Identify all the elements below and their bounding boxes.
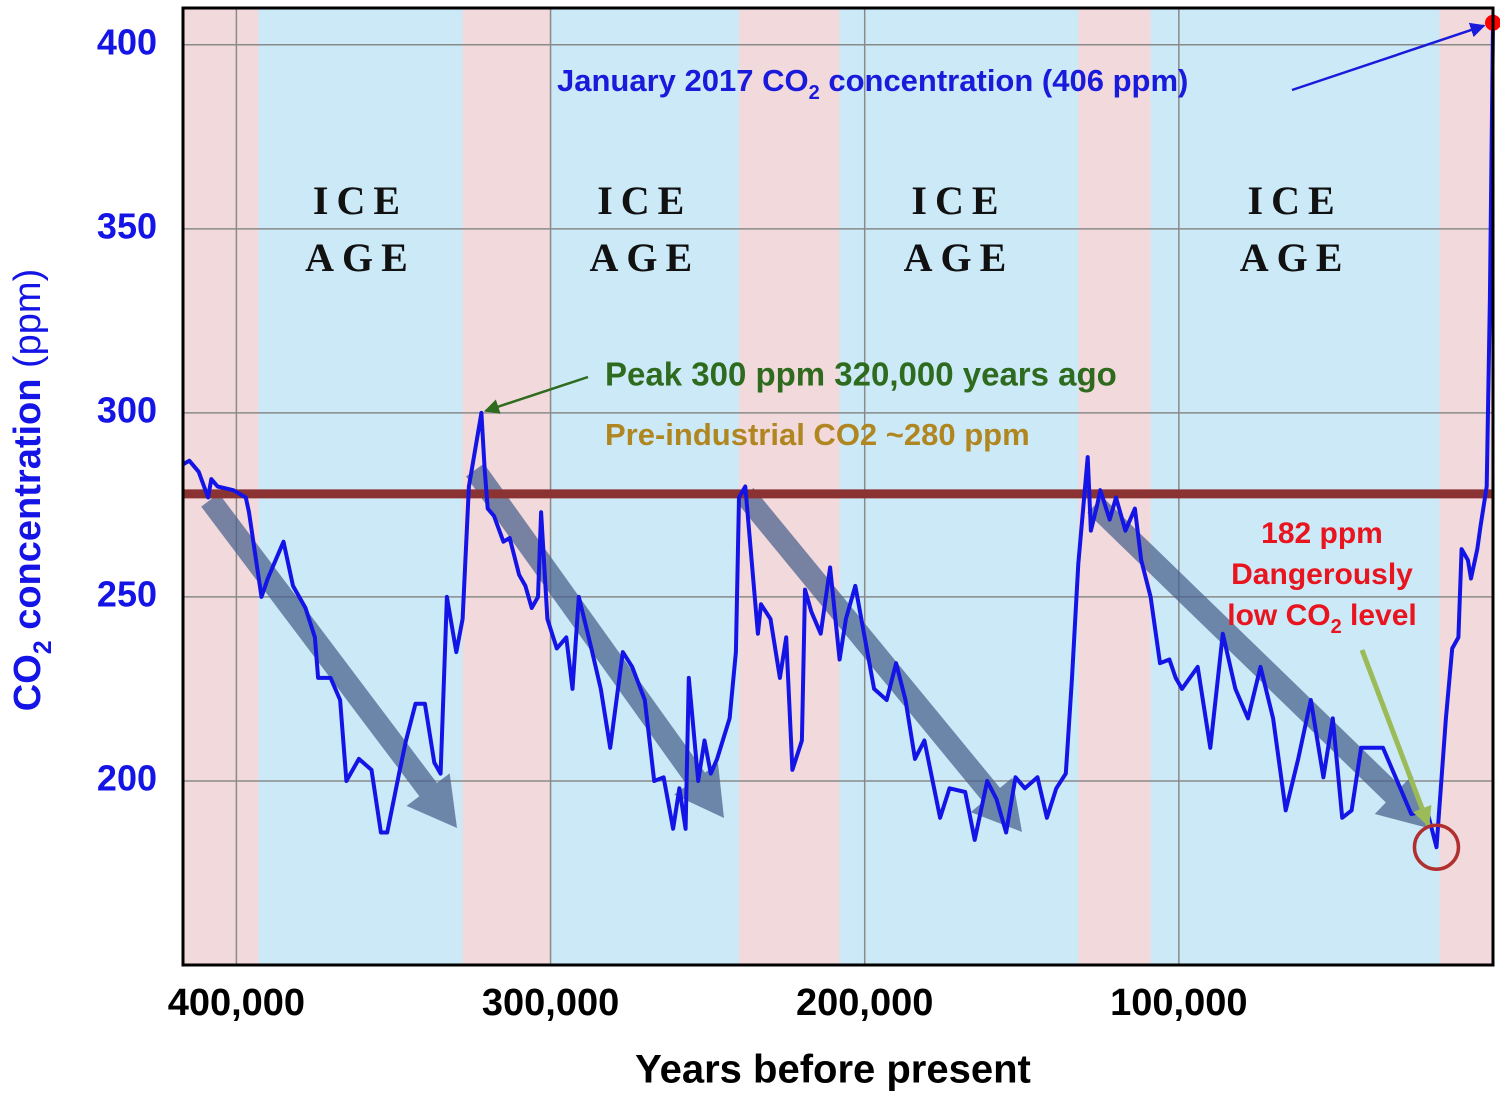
- low-annotation: Dangerously: [1231, 558, 1413, 591]
- trend-arrow: [466, 463, 724, 818]
- trend-arrow: [736, 488, 1022, 832]
- annotation-text-part: 2: [1331, 616, 1342, 638]
- y-tick-label: 300: [97, 389, 157, 430]
- x-tick-label: 100,000: [1110, 982, 1247, 1024]
- low-marker: [1412, 823, 1461, 871]
- low-annotation: low CO2 level: [1227, 599, 1417, 638]
- axis-label-part: 2: [29, 640, 57, 654]
- axis-label-part: concentration: [7, 379, 49, 641]
- y-axis-label: CO2 concentration (ppm): [7, 269, 57, 712]
- y-tick-label: 400: [97, 21, 157, 62]
- ice-age-label: ICE: [1248, 178, 1343, 223]
- axis-label-part: CO: [7, 654, 49, 711]
- interglacial-band: [1439, 8, 1493, 965]
- trend-arrow: [1087, 497, 1428, 828]
- ice-age-label: ICE: [313, 178, 408, 223]
- annotation-text-part: low CO: [1227, 599, 1330, 632]
- y-tick-label: 350: [97, 205, 157, 246]
- x-tick-label: 200,000: [796, 982, 933, 1024]
- ice-age-label: AGE: [1240, 235, 1351, 280]
- peak-annotation: Peak 300 ppm 320,000 years ago: [605, 356, 1117, 393]
- plot-frame: [181, 6, 1495, 967]
- x-tick-label: 300,000: [482, 982, 619, 1024]
- ice-age-label: AGE: [904, 235, 1015, 280]
- annotation-text-part: concentration (406 ppm): [820, 63, 1189, 98]
- ice-age-label: ICE: [597, 178, 692, 223]
- ice-age-label: AGE: [589, 235, 700, 280]
- interglacial-band: [739, 8, 840, 965]
- x-axis-label: Years before present: [635, 1048, 1031, 1092]
- latest-annotation: January 2017 CO2 concentration (406 ppm): [557, 63, 1188, 104]
- annotation-arrow: [1359, 649, 1432, 828]
- axis-label-part: (ppm): [7, 269, 49, 379]
- ice-age-label: ICE: [911, 178, 1006, 223]
- y-tick-label: 200: [97, 757, 157, 798]
- annotation-text-part: January 2017 CO: [557, 63, 809, 98]
- ice-age-label: AGE: [305, 235, 416, 280]
- data-line: [181, 22, 1495, 850]
- annotation-arrow: [1291, 22, 1486, 92]
- trend-arrow: [201, 493, 457, 828]
- annotation-text-part: level: [1342, 599, 1417, 632]
- annotation-arrow: [484, 375, 589, 414]
- annotation-text-part: 2: [809, 82, 820, 104]
- reference-label: Pre-industrial CO2 ~280 ppm: [605, 417, 1030, 452]
- low-annotation: 182 ppm: [1261, 517, 1383, 550]
- y-tick-label: 250: [97, 573, 157, 614]
- x-tick-label: 400,000: [168, 982, 305, 1024]
